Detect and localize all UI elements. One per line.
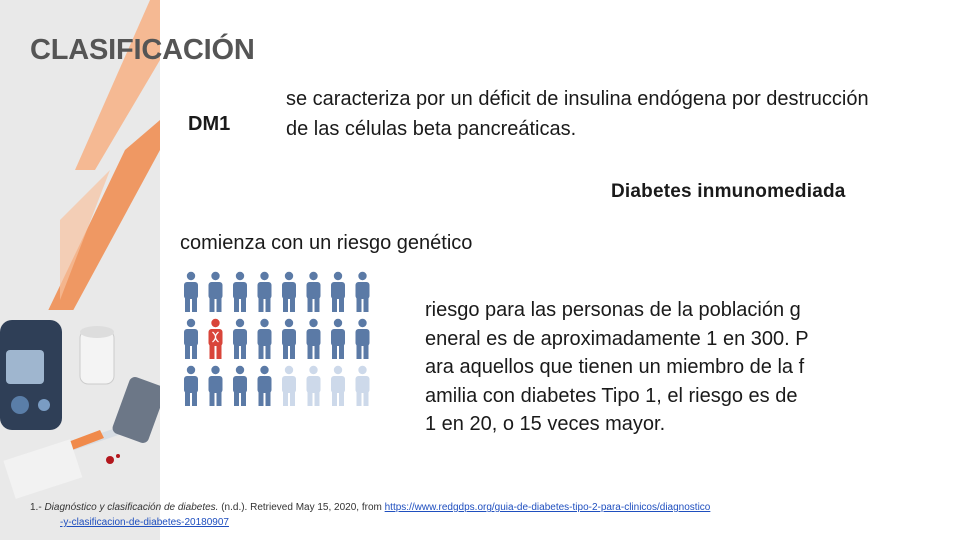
person-icon bbox=[355, 365, 370, 406]
person-icon bbox=[208, 365, 223, 406]
citation-rest: (n.d.). Retrieved May 15, 2020, from bbox=[218, 502, 385, 513]
risk-line: amilia con diabetes Tipo 1, el riesgo es… bbox=[425, 384, 798, 407]
population-risk-pictogram bbox=[184, 271, 370, 406]
diabetes-supplies-photo bbox=[0, 310, 160, 510]
person-icon bbox=[331, 271, 345, 312]
person-icon bbox=[184, 271, 198, 312]
dna-icon bbox=[212, 331, 219, 343]
risk-line: eneral es de aproximadamente 1 en 300. P bbox=[425, 327, 809, 350]
person-icon bbox=[306, 318, 321, 359]
slide-title: CLASIFICACIÓN bbox=[30, 34, 255, 66]
person-icon bbox=[257, 365, 272, 406]
citation-link-continued[interactable]: -y-clasificacion-de-diabetes-20180907 bbox=[60, 517, 229, 528]
genetic-note: comienza con un riesgo genético bbox=[180, 232, 473, 254]
risk-line: 1 en 20, o 15 veces mayor. bbox=[425, 413, 666, 435]
person-icon bbox=[184, 318, 198, 359]
person-icon bbox=[306, 271, 321, 312]
person-icon bbox=[331, 365, 345, 406]
citation-title: Diagnóstico y clasificación de diabetes. bbox=[44, 502, 219, 513]
term-label: DM1 bbox=[188, 113, 231, 135]
person-icon bbox=[257, 271, 272, 312]
person-icon bbox=[355, 318, 370, 359]
citation: 1.- Diagnóstico y clasificación de diabe… bbox=[30, 500, 940, 530]
person-icon bbox=[306, 365, 321, 406]
person-icon bbox=[233, 365, 247, 406]
definition-text: se caracteriza por un déficit de insulin… bbox=[286, 88, 869, 140]
person-icon bbox=[282, 318, 296, 359]
person-icon bbox=[355, 271, 370, 312]
person-icon bbox=[233, 318, 247, 359]
citation-link[interactable]: https://www.redgdps.org/guia-de-diabetes… bbox=[384, 502, 711, 513]
person-icon-highlighted bbox=[208, 318, 223, 359]
risk-line: ara aquellos que tienen un miembro de la… bbox=[425, 356, 805, 378]
person-icon bbox=[282, 271, 296, 312]
person-icon bbox=[282, 365, 296, 406]
person-icon bbox=[257, 318, 272, 359]
risk-paragraph: riesgo para las personas de la población… bbox=[425, 296, 890, 439]
risk-line: riesgo para las personas de la población… bbox=[425, 299, 801, 321]
person-icon bbox=[184, 365, 198, 406]
person-icon bbox=[208, 271, 223, 312]
decorative-side-panel bbox=[0, 0, 160, 540]
citation-prefix: 1.- bbox=[30, 502, 45, 513]
person-icon bbox=[331, 318, 345, 359]
person-icon bbox=[233, 271, 247, 312]
subtitle: Diabetes inmunomediada bbox=[611, 181, 846, 202]
